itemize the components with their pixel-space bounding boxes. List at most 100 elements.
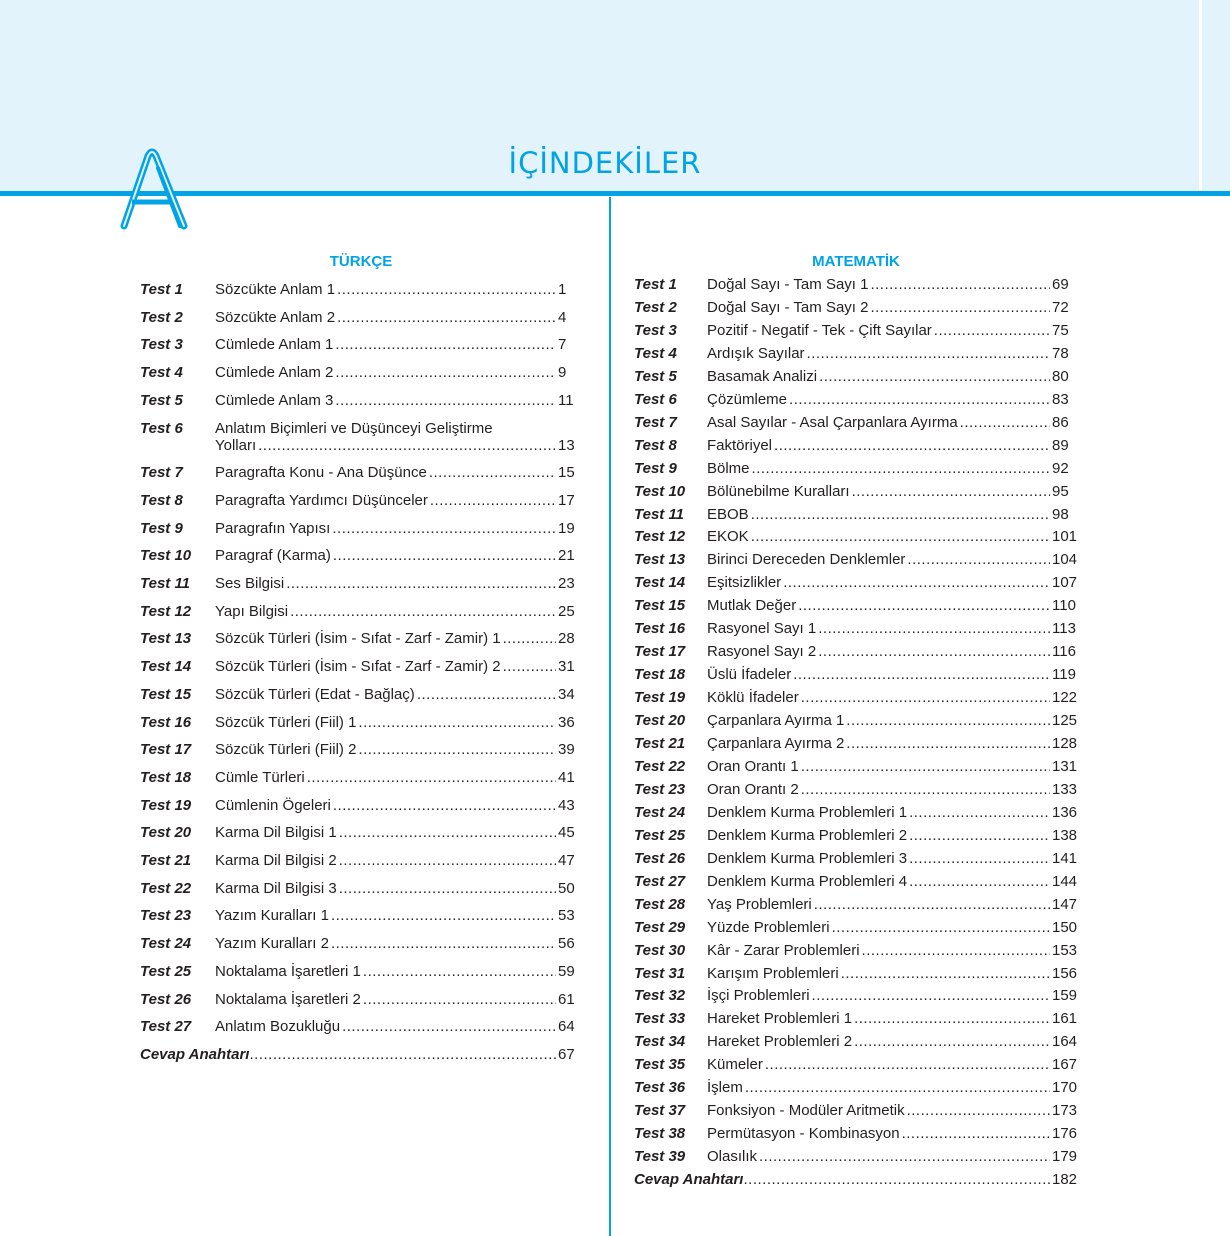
toc-title-text: Ardışık Sayılar — [707, 344, 805, 362]
toc-title: Köklü İfadeler — [707, 689, 1050, 706]
toc-entry: Test 20 Karma Dil Bilgisi 1 45 — [140, 824, 575, 842]
toc-title-line2: Yolları 13 — [215, 437, 575, 454]
toc-entry: Test 34 Hareket Problemleri 2 164 — [634, 1033, 1078, 1050]
toc-test-label: Test 24 — [140, 935, 192, 953]
toc-entry: Test 22 Oran Orantı 1 131 — [634, 758, 1078, 775]
toc-page-number: 45 — [558, 824, 575, 842]
column-divider — [609, 197, 611, 1236]
toc-page-number: 34 — [558, 685, 575, 703]
toc-test-label: Test 4 — [140, 364, 183, 382]
dot-leader — [249, 1046, 556, 1063]
dot-leader — [862, 942, 1050, 959]
toc-title-text: İşçi Problemleri — [707, 987, 810, 1005]
toc-title: Üslü İfadeler — [707, 666, 1050, 683]
toc-title: Hareket Problemleri 1 — [707, 1010, 1050, 1027]
toc-entry: Test 2 Sözcükte Anlam 2 4 — [140, 309, 574, 326]
toc-title: Cümlenin Ögeleri — [215, 797, 556, 814]
toc-test-label: Test 25 — [634, 826, 686, 844]
toc-page-number: 78 — [1052, 344, 1069, 362]
dot-leader — [745, 1079, 1050, 1096]
toc-title-text: Yapı Bilgisi — [215, 602, 289, 620]
dot-leader — [759, 1148, 1050, 1165]
dot-leader — [814, 896, 1050, 913]
dot-leader — [286, 575, 556, 592]
dot-leader — [331, 935, 556, 952]
dot-leader — [793, 666, 1050, 683]
toc-entry: Test 27 Anlatım Bozukluğu 64 — [140, 1018, 575, 1035]
dot-leader — [832, 919, 1050, 936]
toc-title-text: Faktöriyel — [707, 436, 773, 454]
dot-leader — [339, 880, 556, 897]
toc-entry: Test 37 Fonksiyon - Modüler Aritmetik 173 — [634, 1102, 1078, 1119]
toc-title: Karma Dil Bilgisi 3 — [215, 880, 556, 897]
dot-leader — [818, 643, 1050, 660]
toc-title-text: Çarpanlara Ayırma 1 — [707, 712, 845, 730]
toc-entry: Test 12 EKOK 101 — [634, 528, 1078, 545]
toc-entry: Test 27 Denklem Kurma Problemleri 4 144 — [634, 873, 1078, 890]
toc-test-label: Test 4 — [634, 344, 677, 362]
toc-title: Sözcükte Anlam 2 — [215, 309, 556, 326]
dot-leader — [429, 464, 556, 481]
toc-title: Sözcük Türleri (Fiil) 1 — [215, 714, 556, 731]
toc-page-number: 56 — [558, 935, 575, 953]
toc-title: Noktalama İşaretleri 1 — [215, 963, 556, 980]
toc-title-text: Kümeler — [707, 1056, 763, 1074]
toc-title-text: Pozitif - Negatif - Tek - Çift Sayılar — [707, 321, 932, 339]
toc-entry: Test 12 Yapı Bilgisi 25 — [140, 603, 575, 620]
toc-title: Denklem Kurma Problemleri 4 — [707, 873, 1050, 890]
toc-entry: Test 8 Faktöriyel 89 — [634, 437, 1078, 454]
dot-leader — [307, 769, 556, 786]
toc-entry: Test 5 Basamak Analizi 80 — [634, 368, 1078, 385]
toc-title: Cümle Türleri — [215, 769, 556, 786]
dot-leader — [774, 437, 1050, 454]
toc-test-label: Test 26 — [140, 990, 192, 1008]
toc-title-text: Rasyonel Sayı 2 — [707, 643, 817, 661]
toc-page-number: 7 — [558, 336, 567, 354]
toc-title-text: Fonksiyon - Modüler Aritmetik — [707, 1102, 905, 1120]
dot-leader — [332, 520, 556, 537]
toc-page-number: 69 — [1052, 276, 1069, 293]
toc-title-text: Sözcük Türleri (İsim - Sıfat - Zarf - Za… — [215, 658, 501, 676]
toc-entry: Test 26 Noktalama İşaretleri 2 61 — [140, 990, 575, 1008]
toc-test-label: Test 13 — [140, 630, 192, 648]
dot-leader — [503, 630, 556, 647]
toc-title-text: EKOK — [707, 528, 749, 546]
toc-answer-key: Cevap Anahtarı 182 — [634, 1171, 1078, 1188]
toc-test-label: Test 15 — [140, 685, 192, 703]
toc-title: Karışım Problemleri — [707, 965, 1050, 982]
toc-title: Çarpanlara Ayırma 2 — [707, 735, 1050, 752]
toc-title: Permütasyon - Kombinasyon — [707, 1125, 1050, 1142]
page-title: İÇİNDEKİLER — [508, 146, 702, 180]
toc-test-label: Test 26 — [634, 849, 686, 867]
toc-test-label: Test 30 — [634, 941, 686, 959]
toc-test-label: Test 7 — [634, 413, 677, 431]
section-heading-turkce: TÜRKÇE — [329, 253, 393, 270]
toc-entry: Test 26 Denklem Kurma Problemleri 3 141 — [634, 850, 1078, 867]
toc-title-text: İşlem — [707, 1079, 743, 1097]
toc-test-label: Test 17 — [140, 741, 192, 759]
toc-title-text: Yaş Problemleri — [707, 895, 812, 913]
toc-page-number: 86 — [1052, 413, 1069, 431]
dot-leader-wrap — [743, 1171, 1050, 1188]
toc-test-label: Test 17 — [634, 643, 686, 661]
toc-page-number: 4 — [558, 308, 567, 326]
toc-title-text: Hareket Problemleri 2 — [707, 1033, 853, 1051]
toc-page-number: 43 — [558, 796, 575, 814]
toc-title-text: Oran Orantı 2 — [707, 780, 799, 798]
dot-leader-wrap — [249, 1046, 556, 1063]
toc-entry: Test 17 Rasyonel Sayı 2 116 — [634, 643, 1078, 660]
toc-page-number: 159 — [1052, 987, 1078, 1005]
toc-title-text: Paragrafta Konu - Ana Düşünce — [215, 464, 427, 482]
toc-entry: Test 36 İşlem 170 — [634, 1079, 1078, 1096]
toc-title: Yapı Bilgisi — [215, 603, 556, 620]
toc-title: Sözcük Türleri (İsim - Sıfat - Zarf - Za… — [215, 658, 556, 675]
dot-leader — [960, 414, 1050, 431]
toc-entry: Test 23 Oran Orantı 2 133 — [634, 781, 1078, 798]
toc-test-label: Test 16 — [634, 620, 686, 638]
toc-page-number: 98 — [1052, 505, 1069, 523]
dot-leader — [907, 551, 1050, 568]
toc-title: Sözcükte Anlam 1 — [215, 281, 556, 298]
toc-page-number: 101 — [1052, 528, 1078, 546]
toc-page-number: 128 — [1052, 735, 1078, 752]
toc-entry: Test 6 Çözümleme 83 — [634, 391, 1078, 408]
